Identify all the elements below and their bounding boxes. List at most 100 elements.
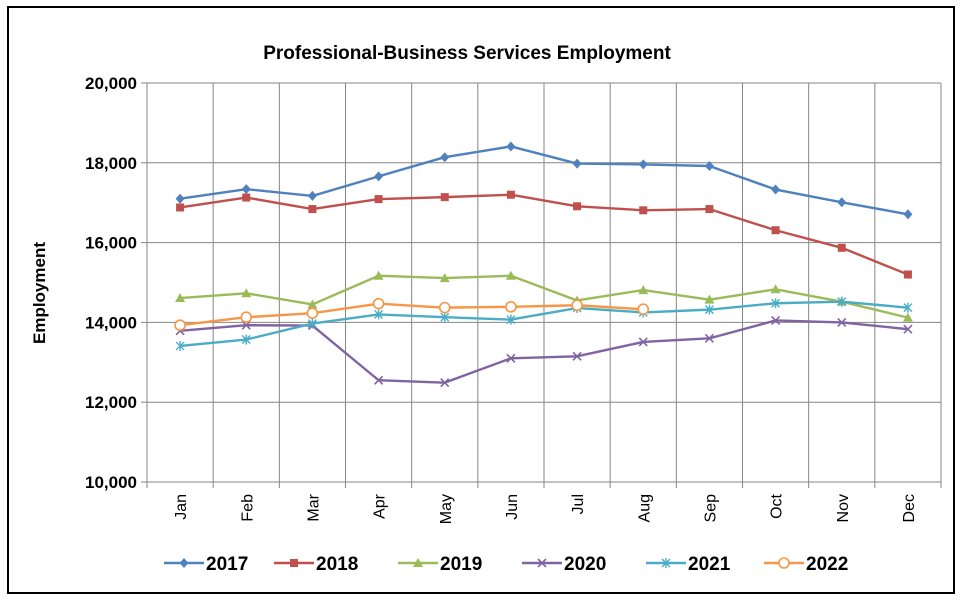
data-point [572, 351, 582, 361]
data-point [537, 558, 547, 568]
data-point [705, 205, 714, 214]
data-point [241, 334, 251, 345]
data-point [661, 558, 671, 568]
data-point [175, 340, 185, 351]
series-2019 [175, 270, 913, 322]
data-point [440, 152, 450, 163]
series-line [179, 302, 644, 327]
data-point [374, 309, 384, 320]
x-tick-label: Jan [173, 494, 190, 520]
data-point [638, 337, 648, 347]
series-line [179, 274, 909, 319]
data-point [240, 311, 253, 324]
data-point [241, 320, 251, 330]
x-tick-label: Jun [504, 494, 521, 520]
data-point [505, 270, 516, 280]
data-point [505, 301, 517, 313]
y-tick-label: 10,000 [85, 473, 137, 492]
data-point [573, 202, 582, 211]
y-tick-label: 18,000 [85, 154, 137, 173]
x-tick-label: Aug [636, 494, 653, 522]
data-point [704, 304, 714, 315]
data-point [903, 324, 913, 334]
data-point [307, 190, 317, 201]
data-point [374, 171, 384, 182]
legend-item-2020: 2020 [522, 554, 606, 575]
series-group [174, 141, 913, 388]
data-point [902, 312, 913, 322]
data-point [837, 296, 847, 307]
data-point [639, 206, 648, 215]
data-point [306, 307, 319, 320]
legend-item-2018: 2018 [274, 554, 358, 575]
x-tick-label: Nov [835, 494, 852, 522]
data-point [571, 299, 583, 312]
series-2017 [175, 141, 913, 220]
series-2022 [174, 297, 650, 331]
chart-title: Professional-Business Services Employmen… [263, 43, 671, 64]
legend-item-2022: 2022 [764, 554, 848, 575]
data-point [771, 226, 780, 235]
data-point [771, 298, 781, 309]
data-point [506, 141, 516, 152]
data-point [837, 243, 846, 252]
legend-item-2021: 2021 [646, 554, 731, 575]
data-point [307, 299, 318, 309]
data-point [176, 203, 185, 212]
y-tick-label: 16,000 [85, 234, 137, 253]
data-point [372, 297, 385, 310]
data-point [837, 317, 847, 327]
x-tick-label: Apr [372, 493, 389, 519]
series-2018 [176, 190, 912, 279]
legend: 2017 2018 2019 2020 2021 2022 [164, 554, 848, 575]
data-point [704, 160, 714, 171]
data-point [290, 559, 298, 567]
data-point [637, 303, 650, 316]
axes: 10,000 12,000 14,000 16,000 18,000 20,000 Jan F… [85, 74, 942, 524]
data-point [174, 319, 186, 331]
y-tick-label: 12,000 [85, 393, 137, 412]
data-point [175, 293, 186, 303]
data-point [778, 557, 790, 569]
chart-frame: Professional-Business Services Employmen… [7, 6, 955, 594]
legend-label: 2019 [440, 554, 482, 575]
data-point [771, 315, 781, 325]
data-point [179, 558, 189, 568]
data-point [903, 209, 913, 220]
data-point [771, 184, 781, 195]
x-tick-label: Oct [769, 493, 786, 518]
data-point [175, 193, 185, 204]
line-chart: Professional-Business Services Employmen… [30, 43, 942, 575]
legend-label: 2017 [206, 554, 248, 575]
x-tick-label: May [438, 494, 455, 524]
data-point [242, 193, 251, 202]
data-point [506, 314, 516, 325]
data-point [506, 190, 515, 199]
data-point [506, 353, 516, 363]
data-point [308, 205, 317, 214]
data-point [373, 270, 384, 280]
legend-label: 2018 [316, 554, 358, 575]
data-point [572, 158, 582, 169]
y-axis-label: Employment [30, 242, 49, 344]
series-line [179, 300, 909, 348]
data-point [438, 301, 451, 314]
x-tick-label: Mar [305, 493, 322, 521]
data-point [704, 294, 715, 304]
data-point [307, 318, 317, 329]
data-point [413, 558, 423, 567]
data-point [440, 193, 449, 202]
legend-item-2017: 2017 [164, 554, 248, 575]
data-point [439, 273, 450, 283]
x-tick-label: Jul [570, 494, 587, 514]
data-point [704, 333, 714, 343]
data-point [638, 285, 649, 295]
x-tick-label: Sep [702, 494, 719, 523]
series-2021 [175, 296, 913, 351]
data-point [903, 270, 912, 279]
gridlines [146, 82, 942, 483]
x-tick-label: Feb [239, 494, 256, 522]
data-point [241, 288, 252, 298]
data-point [241, 184, 251, 195]
data-point [440, 378, 450, 388]
